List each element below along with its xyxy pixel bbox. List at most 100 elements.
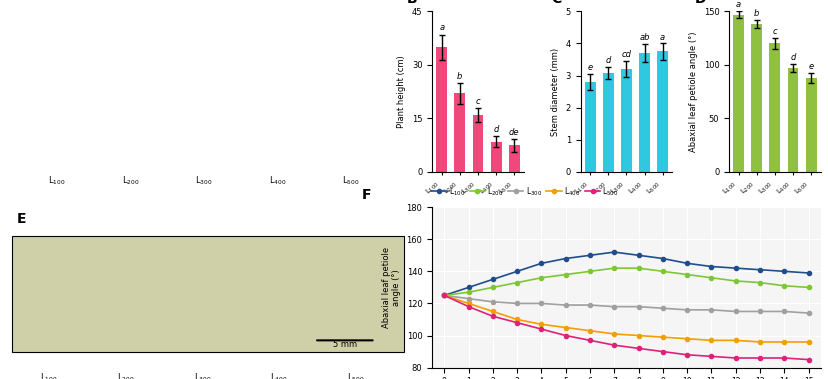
Text: D: D xyxy=(693,0,705,6)
L$_{200}$ xyxy=(536,276,546,280)
Bar xyxy=(787,68,797,172)
Text: C: C xyxy=(551,0,561,6)
L$_{100}$ xyxy=(439,293,449,298)
Bar xyxy=(768,44,779,172)
L$_{100}$ xyxy=(609,250,619,254)
L$_{200}$ xyxy=(633,266,643,270)
L$_{400}$ xyxy=(536,322,546,327)
L$_{500}$ xyxy=(488,314,498,319)
L$_{500}$ xyxy=(585,338,595,343)
L$_{200}$ xyxy=(512,280,522,285)
L$_{300}$ xyxy=(633,304,643,309)
Text: L$_{200}$: L$_{200}$ xyxy=(122,174,139,186)
L$_{300}$ xyxy=(560,303,570,307)
Y-axis label: Abaxial leaf petiole angle (°): Abaxial leaf petiole angle (°) xyxy=(688,31,697,152)
L$_{200}$ xyxy=(585,269,595,274)
L$_{500}$ xyxy=(778,356,788,360)
Y-axis label: Plant height (cm): Plant height (cm) xyxy=(397,55,406,128)
L$_{400}$ xyxy=(729,338,739,343)
L$_{400}$ xyxy=(585,329,595,333)
L$_{200}$ xyxy=(681,272,691,277)
L$_{500}$ xyxy=(681,352,691,357)
Text: L$_{200}$: L$_{200}$ xyxy=(117,371,134,379)
Legend: L$_{100}$, L$_{200}$, L$_{300}$, L$_{400}$, L$_{500}$: L$_{100}$, L$_{200}$, L$_{300}$, L$_{400… xyxy=(428,182,621,201)
L$_{400}$ xyxy=(633,333,643,338)
Bar xyxy=(620,69,631,172)
Text: 5 cm: 5 cm xyxy=(57,158,78,168)
L$_{100}$ xyxy=(560,256,570,261)
L$_{300}$ xyxy=(439,293,449,298)
L$_{300}$ xyxy=(488,299,498,304)
Line: L$_{300}$: L$_{300}$ xyxy=(441,293,810,315)
L$_{500}$ xyxy=(705,354,715,359)
L$_{400}$ xyxy=(754,340,764,344)
L$_{300}$ xyxy=(536,301,546,306)
L$_{200}$ xyxy=(657,269,667,274)
L$_{500}$ xyxy=(754,356,764,360)
L$_{500}$ xyxy=(512,320,522,325)
L$_{400}$ xyxy=(488,309,498,314)
Line: L$_{200}$: L$_{200}$ xyxy=(441,266,810,298)
Text: L$_{500}$: L$_{500}$ xyxy=(342,174,359,186)
Text: b: b xyxy=(753,9,758,18)
L$_{300}$ xyxy=(778,309,788,314)
L$_{200}$ xyxy=(705,276,715,280)
Text: L$_{500}$: L$_{500}$ xyxy=(347,371,364,379)
Text: a: a xyxy=(735,0,740,9)
L$_{200}$ xyxy=(802,285,812,290)
L$_{100}$ xyxy=(778,269,788,274)
Text: e: e xyxy=(587,63,592,72)
L$_{500}$ xyxy=(439,293,449,298)
Text: L$_{400}$: L$_{400}$ xyxy=(270,371,287,379)
L$_{200}$ xyxy=(488,285,498,290)
Line: L$_{400}$: L$_{400}$ xyxy=(441,293,810,344)
L$_{300}$ xyxy=(681,308,691,312)
L$_{200}$ xyxy=(609,266,619,270)
Text: d: d xyxy=(493,125,498,134)
L$_{100}$ xyxy=(463,285,473,290)
L$_{300}$ xyxy=(463,296,473,301)
L$_{400}$ xyxy=(681,337,691,341)
Text: c: c xyxy=(772,27,777,36)
L$_{100}$ xyxy=(512,269,522,274)
Text: L$_{300}$: L$_{300}$ xyxy=(195,174,213,186)
Bar xyxy=(508,145,519,172)
Text: L$_{300}$: L$_{300}$ xyxy=(194,371,211,379)
Line: L$_{500}$: L$_{500}$ xyxy=(441,293,810,362)
L$_{100}$ xyxy=(754,268,764,272)
L$_{400}$ xyxy=(560,325,570,330)
Text: e: e xyxy=(807,62,813,71)
Bar xyxy=(584,82,595,172)
Text: A: A xyxy=(17,16,27,30)
L$_{200}$ xyxy=(754,280,764,285)
Bar xyxy=(805,78,816,172)
L$_{400}$ xyxy=(512,317,522,322)
L$_{400}$ xyxy=(609,332,619,336)
L$_{500}$ xyxy=(802,357,812,362)
L$_{400}$ xyxy=(778,340,788,344)
Text: d: d xyxy=(789,53,795,62)
Text: b: b xyxy=(457,72,462,81)
Bar xyxy=(750,24,761,172)
L$_{200}$ xyxy=(778,283,788,288)
L$_{200}$ xyxy=(463,290,473,294)
L$_{500}$ xyxy=(609,343,619,348)
Text: L$_{100}$: L$_{100}$ xyxy=(41,371,58,379)
L$_{500}$ xyxy=(560,333,570,338)
L$_{300}$ xyxy=(657,306,667,310)
L$_{500}$ xyxy=(729,356,739,360)
Bar xyxy=(657,52,667,172)
L$_{300}$ xyxy=(705,308,715,312)
Line: L$_{100}$: L$_{100}$ xyxy=(441,250,810,298)
L$_{100}$ xyxy=(657,256,667,261)
Text: a: a xyxy=(439,23,444,33)
L$_{100}$ xyxy=(681,261,691,266)
L$_{100}$ xyxy=(729,266,739,270)
L$_{400}$ xyxy=(463,301,473,306)
L$_{300}$ xyxy=(802,311,812,315)
Bar xyxy=(602,73,613,172)
L$_{200}$ xyxy=(729,279,739,283)
L$_{200}$ xyxy=(439,293,449,298)
L$_{500}$ xyxy=(536,327,546,331)
Text: L$_{400}$: L$_{400}$ xyxy=(268,174,286,186)
